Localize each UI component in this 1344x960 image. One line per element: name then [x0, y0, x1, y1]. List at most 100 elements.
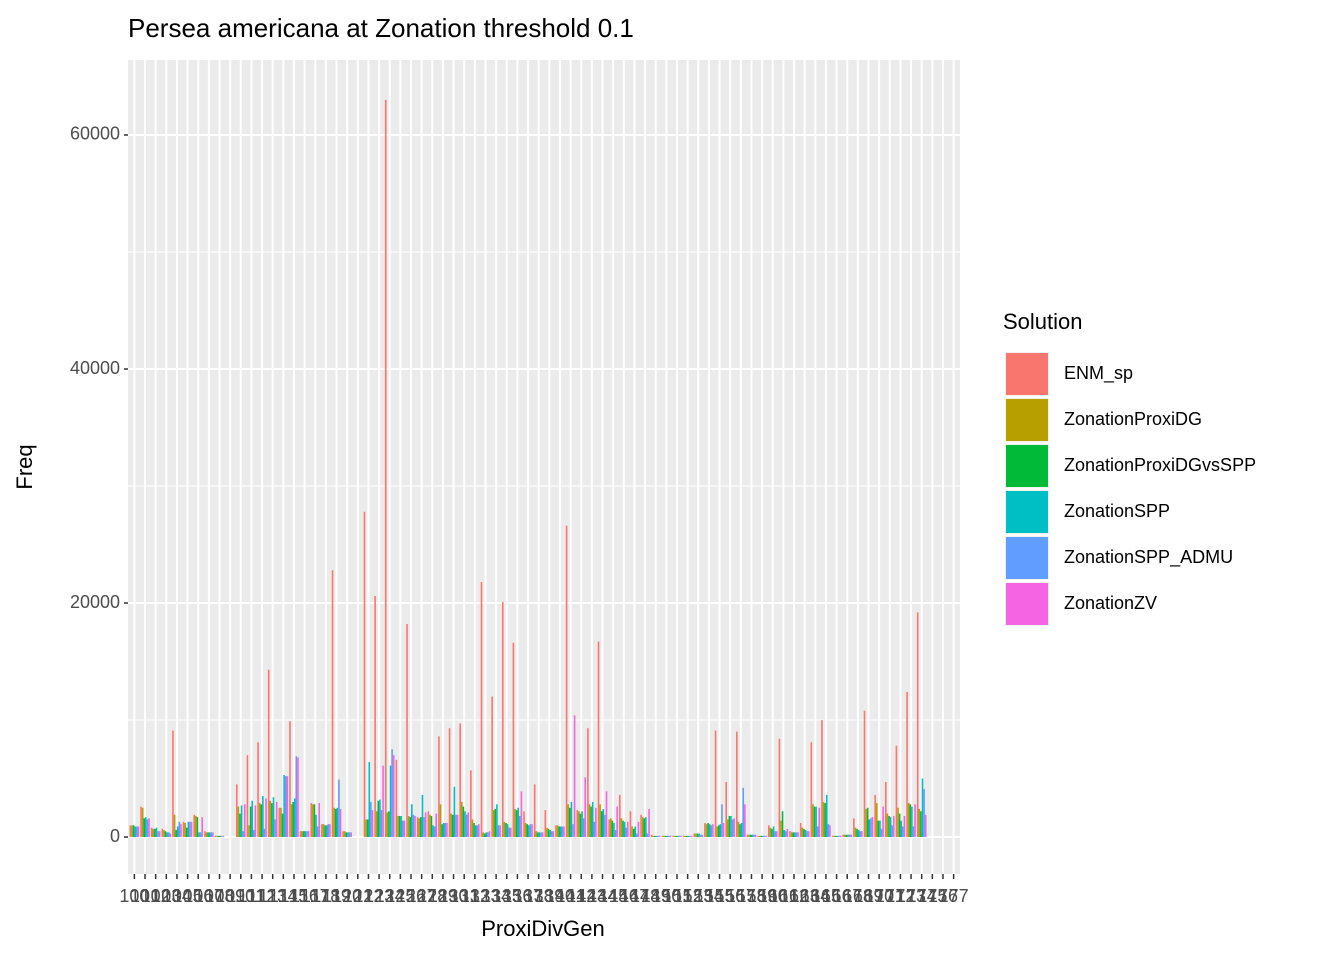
bar [736, 731, 738, 838]
bar [529, 824, 532, 838]
bar [508, 827, 510, 838]
bar [167, 832, 170, 838]
x-tick-label: 161 [768, 886, 798, 906]
y-tick-label: 60000 [70, 124, 120, 144]
bar [824, 803, 826, 838]
bar [366, 819, 369, 838]
bar [895, 745, 898, 838]
bar [370, 801, 372, 838]
bar [591, 801, 594, 838]
bar [444, 822, 447, 838]
bar [289, 721, 291, 838]
x-tick-label: 124 [375, 886, 405, 906]
bar [861, 831, 863, 838]
bar [470, 770, 472, 838]
x-tick-label: 130 [439, 886, 469, 906]
bar [322, 824, 325, 838]
bar [284, 776, 287, 838]
bar [866, 807, 869, 838]
bar [438, 736, 440, 838]
bar [789, 831, 791, 838]
bar [518, 815, 521, 838]
bar [435, 813, 438, 838]
bar [523, 811, 525, 838]
bar [655, 835, 658, 838]
bar [874, 794, 876, 838]
bar [221, 835, 223, 838]
x-tick-label: 157 [726, 886, 756, 906]
bar [549, 830, 551, 838]
bar [614, 830, 617, 838]
bar [616, 806, 618, 838]
bar [763, 835, 766, 838]
bar [487, 832, 489, 838]
x-tick-label: 149 [641, 886, 671, 906]
bar [812, 804, 814, 838]
x-tick-label: 150 [651, 886, 681, 906]
bar [235, 784, 238, 838]
bar [737, 821, 740, 838]
bar [392, 755, 395, 838]
bar [316, 826, 319, 838]
x-tick-label: 111 [238, 886, 265, 906]
bar [158, 831, 161, 838]
bar [395, 759, 398, 838]
bar [749, 834, 752, 838]
bar [775, 831, 778, 838]
bar [155, 827, 158, 838]
bar [310, 803, 313, 838]
bar [397, 815, 399, 838]
bar [918, 808, 921, 838]
bar [903, 815, 906, 838]
bar [503, 821, 506, 838]
bar [267, 669, 270, 838]
bar [499, 825, 501, 838]
bar [293, 798, 296, 838]
x-tick-label: 159 [747, 886, 777, 906]
legend-swatch [1006, 537, 1048, 579]
bar [345, 832, 348, 838]
bar [409, 817, 412, 838]
bar [726, 819, 729, 838]
bar [769, 827, 772, 838]
bar [204, 831, 206, 838]
bar [561, 826, 564, 838]
bar [804, 830, 807, 838]
bar [886, 813, 889, 838]
bar [699, 834, 702, 838]
bar [461, 801, 463, 838]
bar [451, 814, 454, 838]
bar [480, 581, 483, 838]
bar [474, 825, 477, 838]
bar [423, 817, 425, 838]
x-tick-label: 139 [534, 886, 564, 906]
bar [185, 827, 188, 838]
bar [134, 826, 136, 838]
bar [650, 834, 653, 838]
panel [128, 60, 960, 874]
bar [478, 824, 480, 838]
bar [262, 796, 264, 838]
bar [258, 803, 261, 838]
x-tick-label: 175 [917, 886, 947, 906]
bar [667, 835, 670, 838]
bar [844, 834, 846, 838]
x-tick-label: 106 [183, 886, 213, 906]
x-tick-label: 110 [226, 886, 255, 906]
bar [731, 819, 734, 838]
x-tick-label: 109 [215, 886, 245, 906]
bar [806, 831, 808, 838]
x-tick-label: 145 [598, 886, 628, 906]
bar [515, 810, 518, 838]
bar [430, 815, 433, 838]
bar [163, 830, 165, 838]
bar [693, 833, 696, 838]
bar [611, 820, 614, 838]
bar [135, 826, 138, 838]
bar [324, 825, 326, 838]
bar [900, 820, 903, 838]
bar [401, 820, 404, 838]
bar [450, 813, 452, 838]
bar [772, 826, 775, 838]
